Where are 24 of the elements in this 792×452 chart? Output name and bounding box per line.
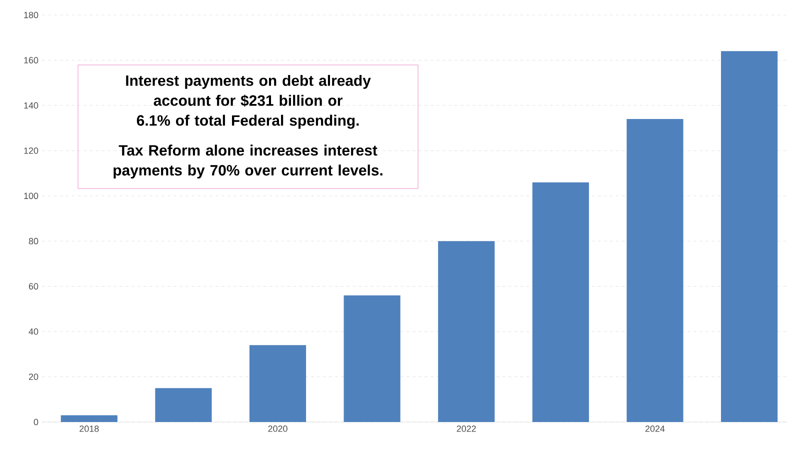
y-tick-label: 140 — [24, 102, 38, 109]
y-tick-label: 60 — [28, 283, 38, 290]
bar — [60, 415, 118, 422]
bar — [155, 388, 212, 422]
x-tick-label: 2018 — [80, 426, 99, 432]
annotation: Interest payments on debt already account for $231 billion or 6.1% of total Federal spending. — [126, 74, 371, 129]
bar — [626, 119, 684, 422]
y-tick-label: 120 — [24, 147, 38, 154]
y-tick-label: 20 — [28, 374, 38, 380]
bar — [344, 295, 400, 422]
x-tick-label: 2024 — [645, 426, 665, 432]
annotation: Tax Reform alone increases interest payments by 70% over current levels. — [114, 144, 382, 179]
y-tick-label: 80 — [28, 238, 38, 244]
y-tick-label: 0 — [34, 418, 38, 426]
bar — [438, 241, 495, 422]
bar — [249, 345, 306, 422]
x-tick-label: 2020 — [268, 426, 288, 432]
bar — [720, 51, 778, 422]
y-tick-label: 180 — [24, 12, 38, 18]
bar — [532, 182, 589, 422]
y-tick-label: 40 — [28, 328, 38, 335]
y-tick-label: 160 — [24, 57, 38, 64]
y-tick-label: 100 — [24, 192, 38, 200]
x-tick-label: 2022 — [456, 426, 476, 432]
